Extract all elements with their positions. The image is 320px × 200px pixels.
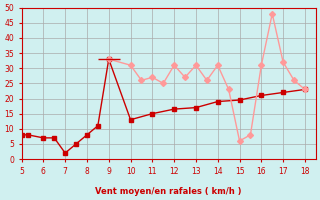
X-axis label: Vent moyen/en rafales ( km/h ): Vent moyen/en rafales ( km/h )	[95, 187, 242, 196]
